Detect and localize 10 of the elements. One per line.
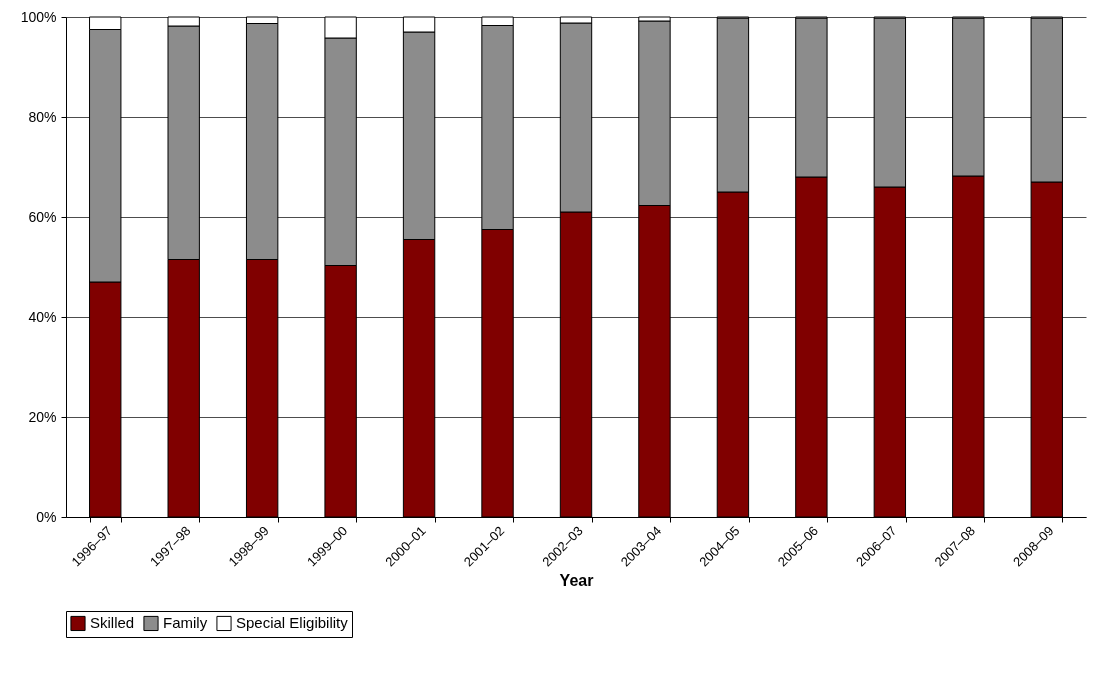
y-tick-label: 40% — [28, 308, 57, 325]
y-tick-label: 0% — [36, 508, 57, 525]
legend-label: Special Eligibility — [236, 614, 349, 632]
y-tick-label: 60% — [28, 208, 57, 225]
legend-label: Skilled — [90, 614, 135, 632]
y-tick-label: 80% — [28, 108, 57, 125]
legend-label: Family — [163, 614, 208, 632]
x-axis-title: Year — [559, 572, 594, 590]
y-tick-label: 100% — [20, 8, 57, 25]
y-tick-label: 20% — [28, 408, 57, 425]
